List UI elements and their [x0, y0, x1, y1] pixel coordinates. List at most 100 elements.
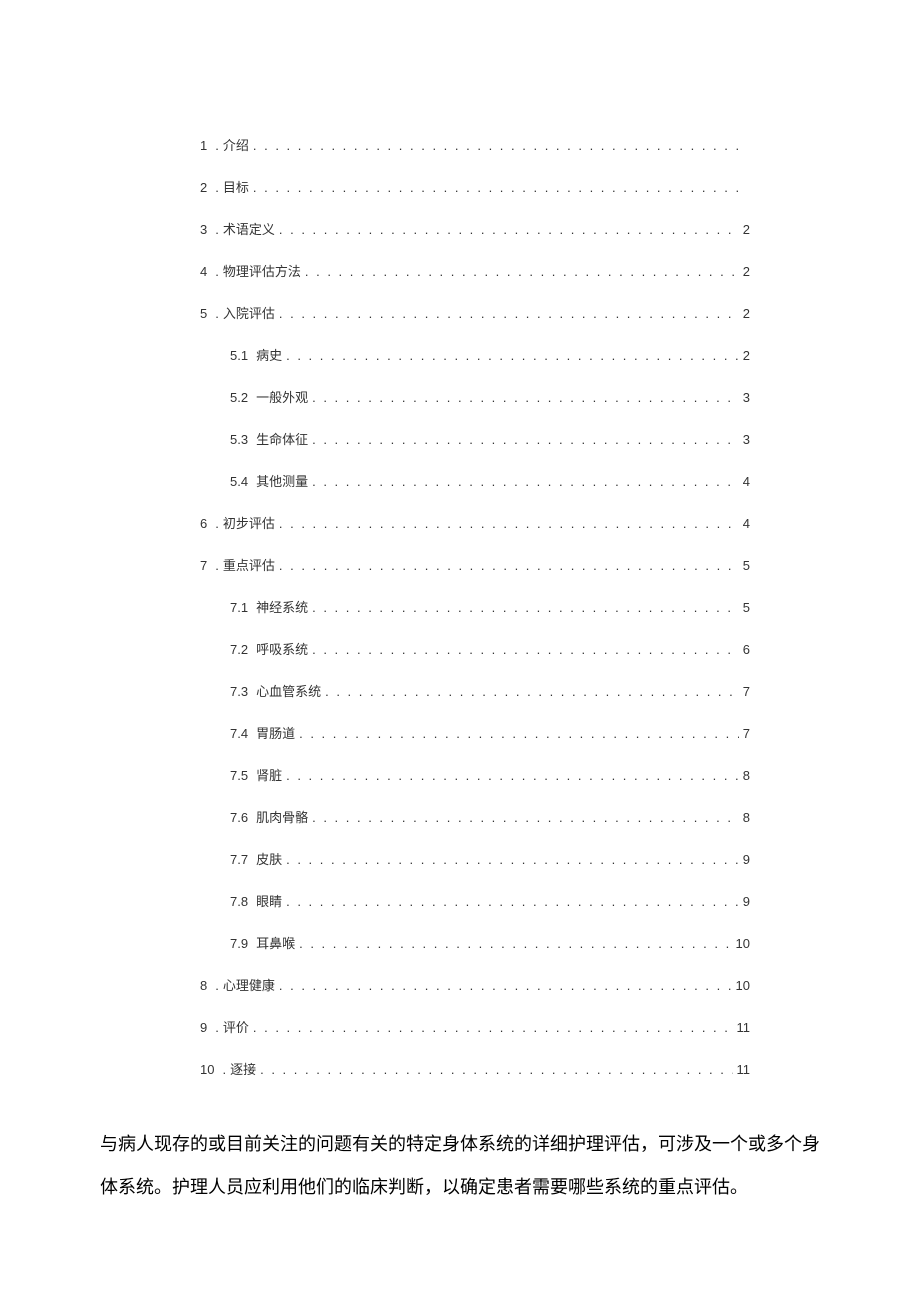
toc-leader-dots: [279, 306, 739, 321]
toc-entry: 9. 评价 11: [200, 1017, 750, 1036]
toc-entry-title: 生命体征: [256, 429, 308, 448]
toc-entry-prefix: .: [215, 138, 219, 153]
toc-leader-dots: [279, 222, 739, 237]
toc-entry: 8.心理健康10: [200, 975, 750, 994]
toc-leader-dots: [312, 432, 739, 447]
toc-leader-dots: [299, 936, 731, 951]
toc-entry: 7.6 肌肉骨骼 8: [200, 807, 750, 826]
toc-entry-number: 7.6: [230, 810, 248, 825]
toc-entry-page: 2: [743, 348, 750, 363]
toc-entry-prefix: .: [215, 264, 219, 279]
toc-leader-dots: [279, 978, 732, 993]
toc-entry-page: 11: [737, 1020, 751, 1035]
toc-leader-dots: [279, 516, 739, 531]
toc-entry: 7.5 肾脏 8: [200, 765, 750, 784]
toc-entry-number: 6: [200, 516, 207, 531]
toc-entry-title: 肾脏: [256, 765, 282, 784]
toc-entry-page: 11: [737, 1062, 751, 1077]
toc-entry-prefix: .: [215, 516, 219, 531]
toc-entry: 5.3生命体征3: [200, 429, 750, 448]
toc-leader-dots: [312, 474, 739, 489]
toc-entry-page: 5: [743, 600, 750, 615]
toc-entry-title: 其他测量: [256, 471, 308, 490]
toc-entry-title: 耳鼻喉: [256, 933, 295, 952]
toc-entry: 7.7皮肤9: [200, 849, 750, 868]
toc-entry-page: 9: [743, 894, 750, 909]
toc-entry: 10. 逐接 11: [200, 1059, 750, 1078]
toc-entry: 7.4 胃肠道 7: [200, 723, 750, 742]
toc-leader-dots: [253, 138, 746, 153]
toc-entry-number: 5.3: [230, 432, 248, 447]
toc-entry-number: 7: [200, 558, 207, 573]
toc-entry-number: 7.4: [230, 726, 248, 741]
toc-entry-page: 7: [743, 726, 750, 741]
toc-entry-number: 10: [200, 1062, 214, 1077]
toc-entry-number: 7.7: [230, 852, 248, 867]
toc-entry-page: 2: [743, 222, 750, 237]
toc-entry: 5.2一般外观3: [200, 387, 750, 406]
toc-entry: 4.物理评估方法2: [200, 261, 750, 280]
toc-entry-page: 4: [743, 516, 750, 531]
toc-entry: 7.8 眼睛 9: [200, 891, 750, 910]
toc-entry-number: 7.2: [230, 642, 248, 657]
toc-entry-title: 一般外观: [256, 387, 308, 406]
toc-entry: 7.9 耳鼻喉 10: [200, 933, 750, 952]
toc-entry-number: 7.8: [230, 894, 248, 909]
toc-entry: 7.重点评估5: [200, 555, 750, 574]
toc-entry-number: 7.3: [230, 684, 248, 699]
toc-entry-page: 5: [743, 558, 750, 573]
toc-entry: 7.2 呼吸系统 6: [200, 639, 750, 658]
toc-entry: 5.1 病史 2: [200, 345, 750, 364]
toc-entry-title: 评价: [223, 1017, 249, 1036]
toc-entry: 7.1神经系统5: [200, 597, 750, 616]
toc-leader-dots: [312, 390, 739, 405]
toc-entry: 2.目标: [200, 177, 750, 196]
toc-entry-title: 心理健康: [223, 975, 275, 994]
toc-entry-title: 逐接: [230, 1059, 256, 1078]
toc-entry-title: 呼吸系统: [256, 639, 308, 658]
toc-entry: 6. 初步评估 4: [200, 513, 750, 532]
toc-entry-prefix: .: [215, 1020, 219, 1035]
toc-entry-number: 5.4: [230, 474, 248, 489]
toc-leader-dots: [260, 1062, 732, 1077]
toc-entry-number: 3: [200, 222, 207, 237]
toc-entry-prefix: .: [222, 1062, 226, 1077]
toc-leader-dots: [286, 348, 739, 363]
toc-entry: 1.介绍: [200, 135, 750, 154]
toc-entry-title: 胃肠道: [256, 723, 295, 742]
toc-entry-prefix: .: [215, 558, 219, 573]
toc-entry-title: 眼睛: [256, 891, 282, 910]
body-paragraph: 与病人现存的或目前关注的问题有关的特定身体系统的详细护理评估，可涉及一个或多个身…: [100, 1123, 820, 1209]
toc-entry-title: 心血管系统: [256, 681, 321, 700]
toc-entry-number: 9: [200, 1020, 207, 1035]
toc-entry-page: 8: [743, 768, 750, 783]
toc-entry-title: 初步评估: [223, 513, 275, 532]
toc-entry-number: 5.1: [230, 348, 248, 363]
toc-entry-number: 7.9: [230, 936, 248, 951]
toc-entry-page: 10: [736, 978, 750, 993]
toc-entry-prefix: .: [215, 978, 219, 993]
toc-entry-page: 10: [736, 936, 750, 951]
toc-entry-number: 5.2: [230, 390, 248, 405]
toc-leader-dots: [286, 768, 739, 783]
toc-entry-page: 6: [743, 642, 750, 657]
toc-entry-title: 肌肉骨骼: [256, 807, 308, 826]
toc-entry: 5.4 其他测量 4: [200, 471, 750, 490]
toc-entry-number: 7.5: [230, 768, 248, 783]
toc-leader-dots: [286, 894, 739, 909]
toc-leader-dots: [253, 180, 746, 195]
toc-entry-title: 神经系统: [256, 597, 308, 616]
toc-entry-title: 入院评估: [223, 303, 275, 322]
toc-leader-dots: [312, 810, 739, 825]
toc-entry-title: 病史: [256, 345, 282, 364]
toc-entry-page: 4: [743, 474, 750, 489]
toc-entry-page: 8: [743, 810, 750, 825]
toc-entry-page: 2: [743, 306, 750, 321]
toc-leader-dots: [325, 684, 739, 699]
toc-entry-number: 4: [200, 264, 207, 279]
toc-entry-prefix: .: [215, 222, 219, 237]
toc-entry-number: 2: [200, 180, 207, 195]
toc-leader-dots: [286, 852, 739, 867]
toc-entry: 3.术语定义2: [200, 219, 750, 238]
toc-entry-page: 9: [743, 852, 750, 867]
